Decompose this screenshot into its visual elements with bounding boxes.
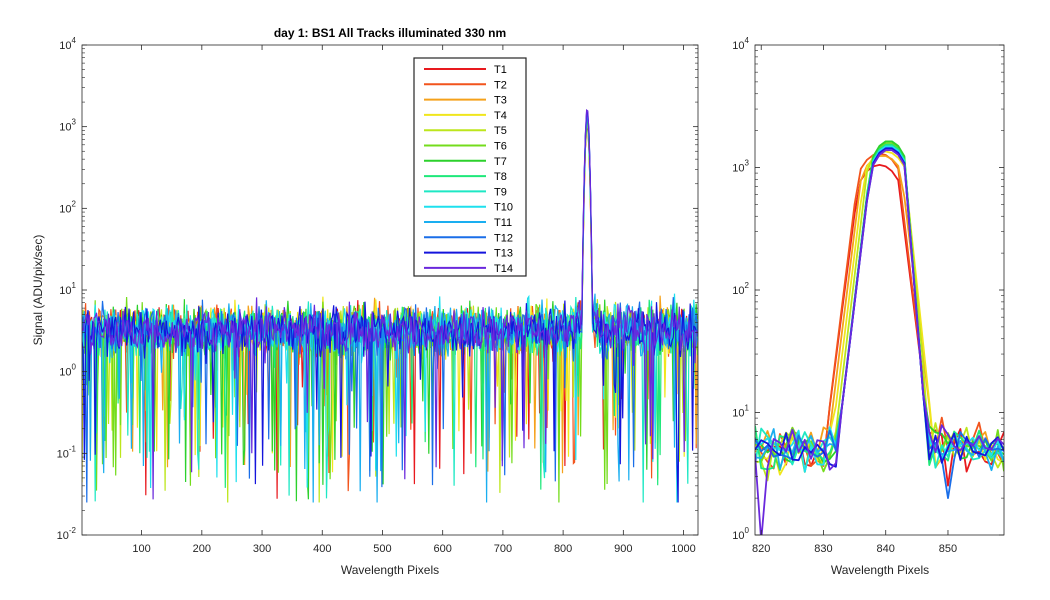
zoom-y-tick-label: 100 [732, 526, 749, 542]
zoom-series-line-t13 [755, 147, 1004, 468]
x-tick-label: 600 [434, 543, 452, 555]
zoom-y-tick-label: 104 [732, 36, 749, 52]
legend-label-t13: T13 [494, 248, 513, 260]
legend-label-t1: T1 [494, 64, 507, 76]
y-axis-ticks: 10-2 10-1 100 101 102 103 104 [57, 36, 698, 542]
legend-label-t9: T9 [494, 186, 507, 198]
legend: T1 T2 T3 T4 T5 T6 T7 T8 T9 T10 T11 T12 T13 T14 [413, 57, 527, 277]
zoom-series-line-t8 [755, 143, 1004, 471]
y-tick-label: 10-1 [57, 444, 77, 460]
y-tick-label: 101 [59, 281, 76, 297]
x-tick-label: 800 [554, 543, 572, 555]
x-tick-label: 400 [313, 543, 331, 555]
plot-area-background [82, 45, 698, 535]
y-axis-label: Signal (ADU/pix/sec) [31, 235, 45, 346]
x-tick-label: 300 [253, 543, 271, 555]
x-tick-label: 500 [373, 543, 391, 555]
zoom-series-line-t14 [755, 149, 1004, 535]
chart-title: day 1: BS1 All Tracks illuminated 330 nm [274, 26, 506, 40]
legend-label-t5: T5 [494, 125, 507, 137]
legend-label-t10: T10 [494, 202, 513, 214]
x-tick-label: 1000 [671, 543, 695, 555]
legend-label-t6: T6 [494, 141, 507, 153]
zoom-x-tick-label: 850 [939, 543, 957, 555]
zoom-y-tick-label: 102 [732, 281, 749, 297]
y-tick-label: 103 [59, 118, 76, 134]
x-axis-label: Wavelength Pixels [341, 563, 439, 577]
zoom-spectrum-lines [755, 140, 1004, 535]
x-tick-label: 200 [193, 543, 211, 555]
legend-box [413, 57, 527, 277]
legend-label-t7: T7 [494, 156, 507, 168]
zoom-y-axis-ticks: 100 101 102 103 104 [732, 36, 1004, 542]
y-tick-label: 100 [59, 363, 76, 379]
legend-label-t12: T12 [494, 232, 513, 244]
main-spectrum-plot: day 1: BS1 All Tracks illuminated 330 nm… [31, 26, 699, 577]
zoom-x-axis-ticks: 820 830 840 850 [752, 45, 957, 555]
y-tick-label: 102 [59, 199, 76, 215]
y-tick-label: 104 [59, 36, 76, 52]
zoom-y-tick-label: 101 [732, 404, 749, 420]
x-tick-label: 700 [494, 543, 512, 555]
zoom-peak-plot: 820 830 840 850 100 101 102 103 104 Wavelength … [732, 36, 1005, 577]
legend-label-t3: T3 [494, 95, 507, 107]
legend-label-t11: T11 [494, 217, 512, 229]
zoom-x-tick-label: 830 [814, 543, 832, 555]
x-tick-label: 100 [132, 543, 150, 555]
legend-label-t14: T14 [494, 263, 513, 275]
legend-label-t4: T4 [494, 110, 507, 122]
zoom-x-tick-label: 840 [877, 543, 895, 555]
zoom-y-tick-label: 103 [732, 159, 749, 175]
legend-label-t2: T2 [494, 79, 507, 91]
legend-label-t8: T8 [494, 171, 507, 183]
spectrum-lines [82, 109, 698, 503]
zoom-x-axis-label: Wavelength Pixels [831, 563, 929, 577]
y-tick-label: 10-2 [57, 526, 77, 542]
series-line-t14 [82, 109, 698, 500]
x-axis-ticks: 100 200 300 400 500 600 700 800 900 1000 [132, 45, 696, 555]
zoom-x-tick-label: 820 [752, 543, 770, 555]
x-tick-label: 900 [614, 543, 632, 555]
